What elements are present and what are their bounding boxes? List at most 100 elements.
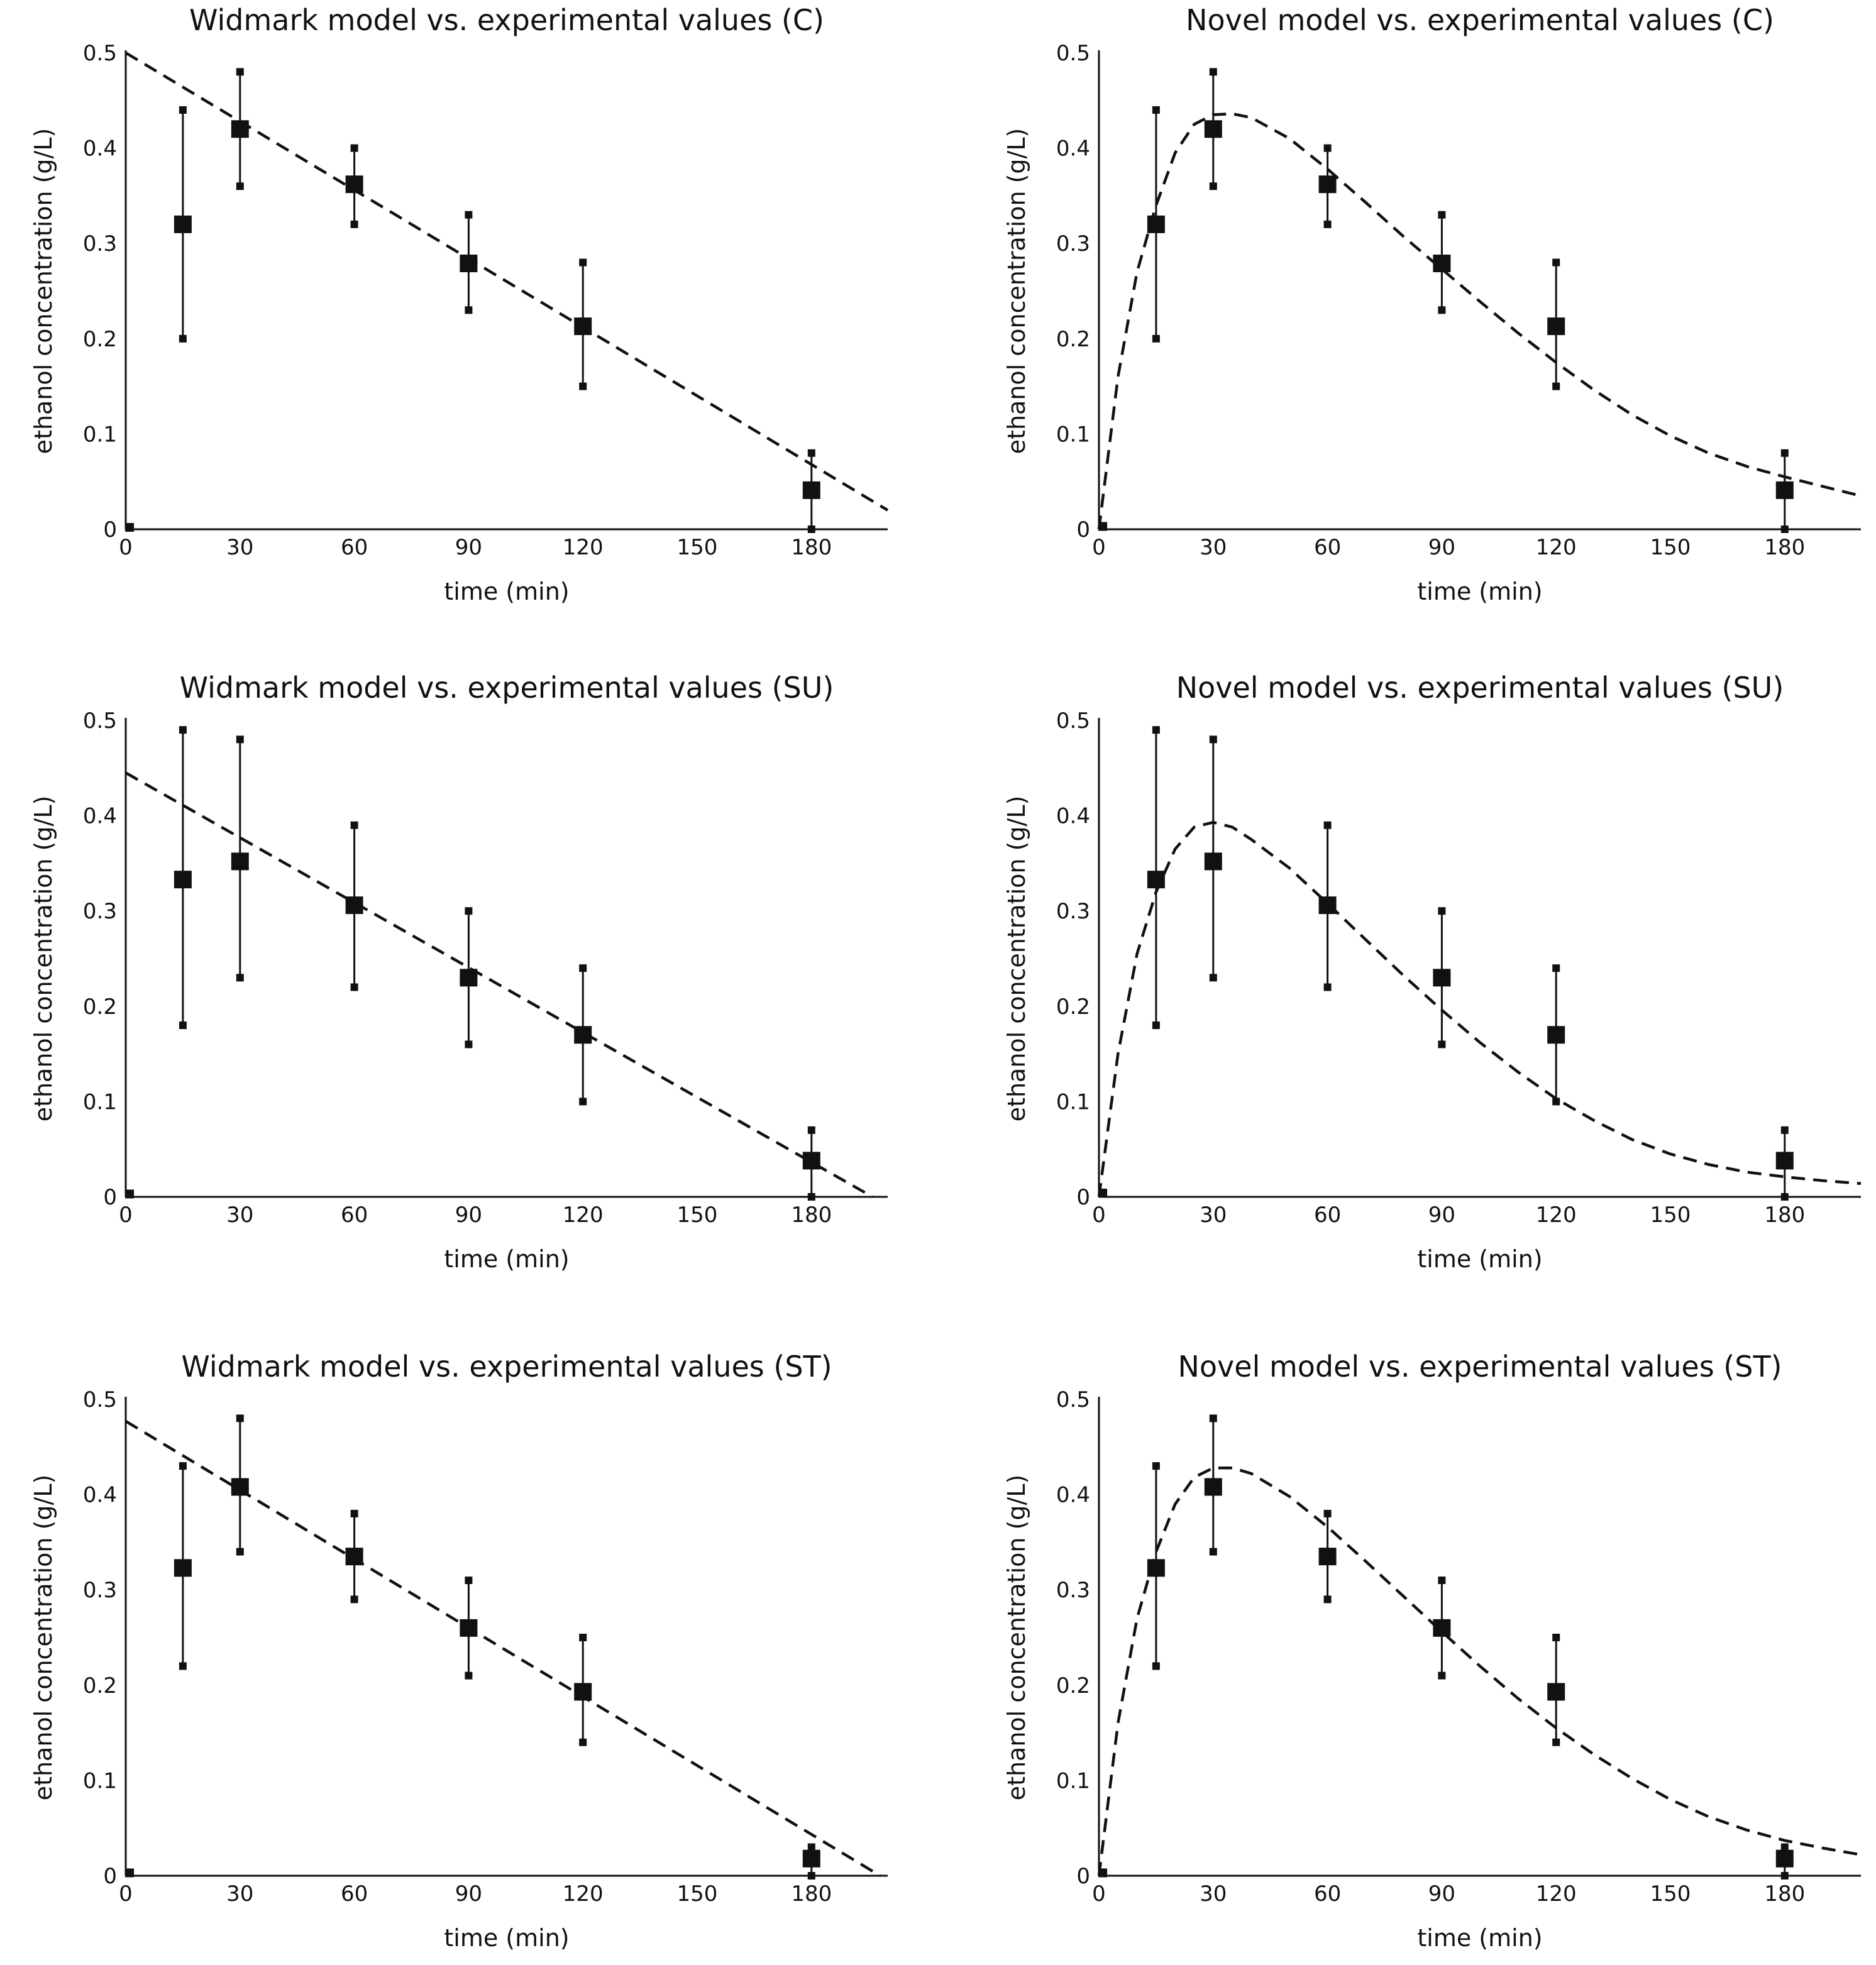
y-tick-label: 0.2 [83, 327, 117, 352]
x-tick-label: 60 [341, 535, 368, 560]
error-cap-high [807, 1843, 815, 1851]
x-tick-label: 90 [1428, 535, 1455, 560]
error-cap-high [807, 449, 815, 457]
error-cap-high [1323, 821, 1332, 829]
error-cap-high [1552, 1634, 1560, 1641]
model-curve [124, 771, 873, 1198]
error-cap-low [579, 1738, 587, 1746]
y-axis-label: ethanol concentration (g/L) [30, 128, 57, 454]
y-tick-label: 0.4 [83, 804, 117, 829]
y-tick-label: 0.3 [83, 1578, 117, 1603]
error-cap-high [179, 106, 187, 114]
error-cap-low [1780, 526, 1789, 533]
data-point [1433, 969, 1451, 987]
y-tick-label: 0.1 [1056, 422, 1090, 447]
error-cap-high [179, 1462, 187, 1470]
data-point [345, 175, 363, 194]
error-cap-low [1209, 974, 1217, 982]
y-tick-label: 0.3 [1056, 1578, 1090, 1603]
x-tick-label: 60 [1314, 1881, 1341, 1907]
data-point [1098, 1868, 1108, 1878]
x-tick-label: 180 [791, 1881, 832, 1907]
y-tick-label: 0.3 [83, 899, 117, 924]
data-point [1318, 175, 1337, 194]
error-cap-low [350, 983, 358, 991]
x-axis-label: time (min) [1417, 578, 1542, 605]
data-point [1547, 1683, 1565, 1701]
error-cap-low [1323, 1595, 1332, 1604]
error-cap-high [1552, 258, 1560, 267]
x-tick-label: 120 [563, 1203, 604, 1228]
chart-title: Widmark model vs. experimental values (S… [180, 671, 834, 705]
data-point [125, 1189, 135, 1199]
data-point [1204, 120, 1222, 138]
x-tick-label: 90 [455, 1881, 482, 1907]
error-cap-low [236, 974, 244, 982]
y-axis-label: ethanol concentration (g/L) [30, 796, 57, 1122]
x-tick-label: 90 [1428, 1881, 1455, 1907]
x-axis-label: time (min) [444, 1924, 569, 1952]
error-cap-low [179, 334, 187, 343]
y-tick-label: 0.5 [1056, 41, 1090, 66]
error-cap-low [807, 1872, 815, 1880]
x-axis-label: time (min) [1417, 1924, 1542, 1952]
error-cap-low [579, 1098, 587, 1106]
data-point [1147, 215, 1165, 233]
error-cap-high [236, 1414, 244, 1423]
data-point [125, 1868, 135, 1878]
y-tick-label: 0.4 [1056, 804, 1090, 829]
x-tick-label: 30 [1200, 1203, 1227, 1228]
x-tick-label: 60 [1314, 535, 1341, 560]
error-cap-high [1438, 907, 1446, 915]
y-tick-label: 0.4 [1056, 1483, 1090, 1508]
error-cap-high [1438, 211, 1446, 219]
error-cap-high [1152, 1462, 1160, 1470]
y-tick-label: 0.4 [83, 1483, 117, 1508]
x-tick-label: 150 [1650, 1203, 1691, 1228]
error-cap-high [179, 726, 187, 734]
x-tick-label: 180 [1764, 1203, 1805, 1228]
x-tick-label: 120 [1536, 1203, 1577, 1228]
x-tick-label: 150 [677, 1203, 718, 1228]
error-cap-low [1552, 382, 1560, 390]
data-point [174, 1559, 192, 1577]
x-tick-label: 30 [226, 535, 253, 560]
chart-novel-c: Novel model vs. experimental values (C) 0… [1003, 3, 1862, 605]
x-tick-label: 0 [119, 1203, 133, 1228]
data-point [574, 317, 592, 336]
error-cap-low [579, 382, 587, 390]
x-tick-label: 180 [1764, 1881, 1805, 1907]
x-tick-label: 120 [1536, 535, 1577, 560]
chart-title: Novel model vs. experimental values (C) [1186, 3, 1774, 37]
error-cap-high [1323, 144, 1332, 152]
y-tick-label: 0.5 [83, 1387, 117, 1412]
y-tick-label: 0 [103, 517, 117, 542]
y-tick-label: 0.2 [1056, 1673, 1090, 1698]
error-cap-high [1209, 68, 1217, 76]
data-point [231, 120, 249, 138]
x-axis-label: time (min) [444, 1245, 569, 1273]
y-axis-label: ethanol concentration (g/L) [30, 1475, 57, 1801]
data-point [802, 481, 820, 499]
x-tick-label: 150 [1650, 535, 1691, 560]
chart-title: Widmark model vs. experimental values (C… [189, 3, 824, 37]
data-point [1147, 1559, 1165, 1577]
error-cap-high [1209, 1414, 1217, 1423]
data-point [231, 852, 249, 871]
data-point [1433, 1619, 1451, 1637]
error-cap-low [1209, 182, 1217, 190]
error-cap-high [236, 735, 244, 744]
chart-novel-su: Novel model vs. experimental values (SU)… [1003, 671, 1862, 1273]
y-tick-label: 0.2 [1056, 327, 1090, 352]
data-point [574, 1026, 592, 1044]
y-tick-label: 0.1 [83, 1089, 117, 1115]
error-cap-high [579, 258, 587, 267]
data-point [802, 1152, 820, 1170]
y-tick-label: 0 [1076, 517, 1090, 542]
error-cap-high [465, 211, 473, 219]
x-tick-label: 90 [455, 1203, 482, 1228]
error-cap-low [1438, 1040, 1446, 1049]
error-cap-high [1780, 1126, 1789, 1134]
error-cap-high [465, 1577, 473, 1585]
